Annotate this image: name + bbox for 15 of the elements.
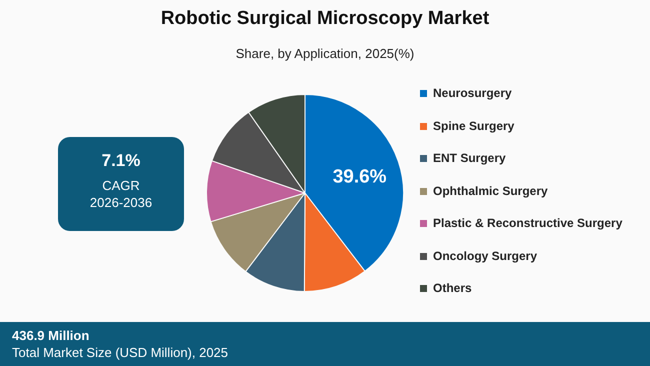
text: 436.9 Million: [12, 328, 90, 343]
text: CAGR: [101, 177, 141, 194]
chart-subtitle: Share, by Application, 2025(%): [234, 46, 416, 61]
legend-label: Neurosurgery: [432, 86, 513, 102]
data-label: 39.6%: [332, 166, 387, 188]
legend-label: Spine Surgery: [432, 118, 516, 134]
text: 2026-2036: [88, 194, 154, 211]
text: 7.1%: [100, 151, 142, 171]
legend-label: Plastic & Reconstructive Surgery: [432, 216, 622, 232]
legend-label: Oncology Surgery: [432, 248, 538, 264]
legend-label: Ophthalmic Surgery: [432, 184, 549, 200]
legend-label: ENT Surgery: [432, 151, 507, 167]
chart-title: Robotic Surgical Microscopy Market: [160, 8, 490, 30]
text: Total Market Size (USD Million), 2025: [12, 345, 228, 360]
legend-label: Others: [432, 281, 473, 297]
